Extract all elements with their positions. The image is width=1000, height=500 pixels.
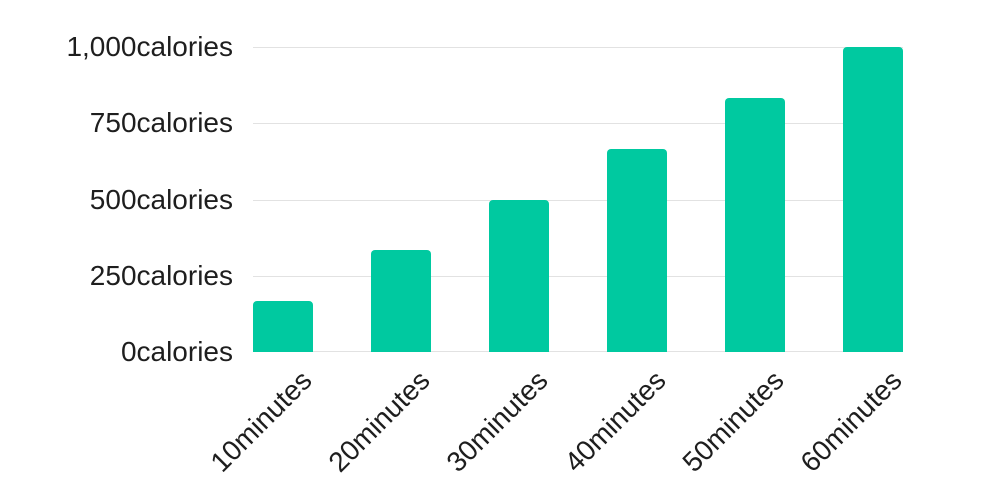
- bar: [253, 301, 313, 352]
- plot-area: [253, 47, 903, 352]
- y-axis-tick-label: 1,000calories: [66, 31, 233, 62]
- gridline: [253, 123, 903, 124]
- y-axis-tick-label: 0calories: [120, 336, 233, 367]
- x-axis-tick-label: 50minutes: [676, 364, 790, 478]
- y-axis-tick-label: 250calories: [89, 260, 233, 291]
- bar: [607, 148, 667, 352]
- x-axis-tick-label: 10minutes: [204, 364, 318, 478]
- bar: [371, 250, 431, 352]
- bar: [843, 47, 903, 352]
- gridline: [253, 200, 903, 201]
- bar: [725, 97, 785, 352]
- x-axis-tick-label: 60minutes: [794, 364, 908, 478]
- bar-series: [253, 47, 903, 352]
- gridline: [253, 47, 903, 48]
- x-axis-tick-label: 20minutes: [322, 364, 436, 478]
- x-axis-tick-label: 30minutes: [440, 364, 554, 478]
- x-axis: 10minutes 20minutes 30minutes 40minutes 50mi…: [204, 352, 907, 500]
- bar: [489, 199, 549, 352]
- y-axis-tick-label: 500calories: [89, 184, 233, 215]
- gridline: [253, 276, 903, 277]
- y-axis-tick-label: 750calories: [89, 107, 233, 138]
- y-axis: 1,000calories 750calories 500calories 250ca…: [0, 33, 233, 366]
- x-axis-tick-label: 40minutes: [558, 364, 672, 478]
- gridline: [253, 351, 903, 352]
